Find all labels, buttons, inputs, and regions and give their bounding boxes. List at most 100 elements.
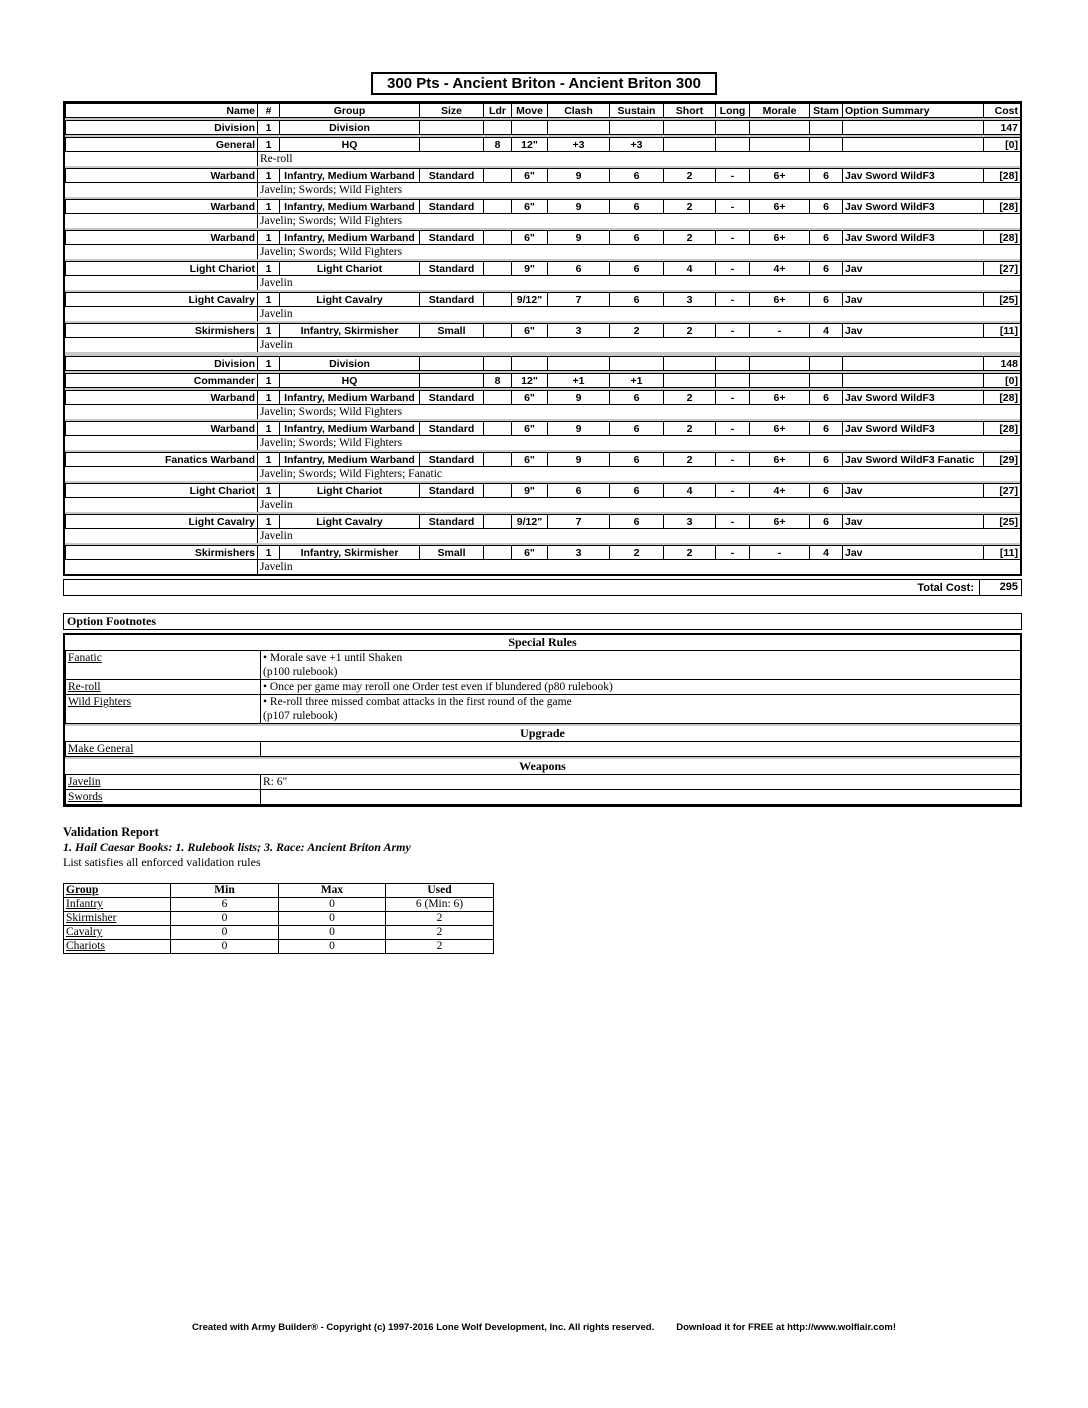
validation-status-line: List satisfies all enforced validation r… <box>63 855 261 869</box>
cell-ldr <box>483 261 512 276</box>
section-header: Upgrade <box>520 726 565 740</box>
cell-name: Warband <box>65 230 258 245</box>
cell-name: Light Chariot <box>65 483 258 498</box>
footnote-term: Wild Fighters <box>65 694 261 724</box>
cell-morale: 6+ <box>749 292 810 307</box>
cell-short: 2 <box>663 323 716 338</box>
unit-stat-row: Division 1 Division 147 <box>65 120 1021 135</box>
unit-row: General 1 HQ 8 12" +3 +3 [0] Re-roll <box>65 137 1021 166</box>
cell-ldr <box>483 230 512 245</box>
cell-stam: 6 <box>809 514 843 529</box>
footer-download: Download it for FREE at http://www.wolfl… <box>676 1322 896 1333</box>
cell-size: Standard <box>419 514 484 529</box>
unit-note-row: Javelin <box>66 337 1021 353</box>
validation-value: 2 <box>385 911 494 926</box>
footnote-line: (p100 rulebook) <box>263 666 338 678</box>
cell-morale <box>749 373 810 388</box>
validation-group: Infantry <box>63 897 171 912</box>
footnote-description: • Morale save +1 until Shaken (p100 ruleb… <box>260 650 1021 680</box>
cell-stam <box>809 120 843 135</box>
cell-short: 2 <box>663 199 716 214</box>
cell-group: Light Chariot <box>279 483 420 498</box>
cell-stam <box>809 137 843 152</box>
cell-count: 1 <box>257 390 280 405</box>
cell-cost: [29] <box>983 452 1021 467</box>
cell-stam: 6 <box>809 390 843 405</box>
cell-morale: 6+ <box>749 421 810 436</box>
cell-sustain: 6 <box>609 483 664 498</box>
cell-clash: 9 <box>547 452 610 467</box>
cell-option-summary: Jav <box>842 292 984 307</box>
cell-cost: [27] <box>983 483 1021 498</box>
cell-cost: [28] <box>983 421 1021 436</box>
cell-short: 3 <box>663 514 716 529</box>
cell-stam: 6 <box>809 168 843 183</box>
cell-group: Division <box>279 356 420 371</box>
cell-stam: 6 <box>809 199 843 214</box>
cell-count: 1 <box>257 199 280 214</box>
footnote-row: Fanatic • Morale save +1 until Shaken (p10… <box>65 650 1021 680</box>
unit-note: Javelin; Swords; Wild Fighters <box>257 244 1021 259</box>
cell-cost: [28] <box>983 199 1021 214</box>
cell-group: Infantry, Medium Warband <box>279 168 420 183</box>
footnote-description: • Once per game may reroll one Order tes… <box>260 679 1021 695</box>
validation-report: Validation Report 1. Hail Caesar Books: … <box>63 825 1022 954</box>
note-spacer <box>66 338 258 353</box>
cell-short <box>663 356 716 371</box>
cell-move: 12" <box>511 137 548 152</box>
unit-note-row: Javelin; Swords; Wild Fighters <box>66 213 1021 228</box>
note-spacer <box>66 405 258 420</box>
unit-row: Warband 1 Infantry, Medium Warband Standard… <box>65 230 1021 259</box>
total-value: 295 <box>979 580 1021 595</box>
cell-move: 9/12" <box>511 292 548 307</box>
header-option-summary: Option Summary <box>842 103 984 118</box>
cell-ldr <box>483 545 512 560</box>
validation-header-max: Max <box>278 883 386 898</box>
header-short: Short <box>663 103 716 118</box>
footnote-description: R: 6" <box>260 774 1021 790</box>
cell-clash: 9 <box>547 230 610 245</box>
footnote-line: (p107 rulebook) <box>263 710 338 722</box>
unit-note-row: Javelin <box>66 306 1021 321</box>
cell-size <box>419 137 484 152</box>
validation-value: 0 <box>170 911 279 926</box>
validation-group: Skirmisher <box>63 911 171 926</box>
cell-long: - <box>715 199 750 214</box>
unit-note-row: Javelin <box>66 528 1021 543</box>
cell-count: 1 <box>257 452 280 467</box>
unit-stat-row: Light Cavalry 1 Light Cavalry Standard 9/12"… <box>65 514 1021 529</box>
unit-note-row: Javelin <box>66 497 1021 512</box>
cell-sustain: 6 <box>609 168 664 183</box>
unit-row: Warband 1 Infantry, Medium Warband Standard… <box>65 199 1021 228</box>
unit-row: Fanatics Warband 1 Infantry, Medium Warban… <box>65 452 1021 482</box>
cell-count: 1 <box>257 356 280 371</box>
footnote-line: • Morale save +1 until Shaken <box>263 652 403 664</box>
header-group: Group <box>279 103 420 118</box>
note-spacer <box>66 467 258 482</box>
section-special-rules: Special Rules Fanatic • Morale save +1 unt… <box>65 635 1021 724</box>
total-row: Total Cost: 295 <box>63 579 1022 596</box>
cell-option-summary <box>842 137 984 152</box>
cell-count: 1 <box>257 230 280 245</box>
cell-long <box>715 137 750 152</box>
cell-ldr <box>483 323 512 338</box>
cell-group: HQ <box>279 137 420 152</box>
unit-row: Light Chariot 1 Light Chariot Standard 9" 6 6 4… <box>65 483 1021 512</box>
unit-note: Javelin <box>257 337 1021 352</box>
cell-group: Light Cavalry <box>279 514 420 529</box>
unit-note: Javelin; Swords; Wild Fighters <box>257 435 1021 450</box>
page-footer: Created with Army Builder® - Copyright (… <box>0 1322 1088 1333</box>
cell-clash: 9 <box>547 168 610 183</box>
cell-long: - <box>715 323 750 338</box>
unit-stat-row: Fanatics Warband 1 Infantry, Medium Warban… <box>65 452 1021 467</box>
cell-morale <box>749 120 810 135</box>
cell-clash: 6 <box>547 483 610 498</box>
cell-cost: [11] <box>983 323 1021 338</box>
footnote-line: • Once per game may reroll one Order tes… <box>263 681 613 693</box>
unit-note-row: Javelin; Swords; Wild Fighters <box>66 435 1021 450</box>
cell-count: 1 <box>257 261 280 276</box>
cell-count: 1 <box>257 373 280 388</box>
unit-note: Javelin <box>257 275 1021 290</box>
cell-cost: [11] <box>983 545 1021 560</box>
cell-move: 6" <box>511 323 548 338</box>
